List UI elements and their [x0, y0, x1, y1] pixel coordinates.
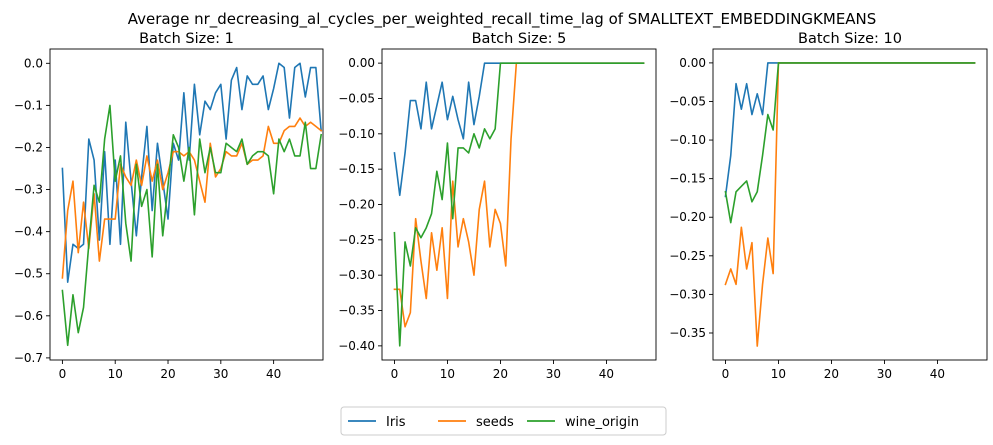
x-tick-label: 20 [824, 367, 839, 381]
y-tick-label: −0.15 [338, 162, 375, 176]
y-tick-label: −0.30 [338, 268, 375, 282]
y-tick-label: −0.1 [14, 98, 43, 112]
series-line-iris [61, 62, 323, 283]
x-tick-label: 0 [391, 367, 399, 381]
x-tick-label: 20 [493, 367, 508, 381]
figure-title: Average nr_decreasing_al_cycles_per_weig… [128, 10, 877, 29]
subplot-title: Batch Size: 5 [472, 31, 567, 47]
y-tick-label: −0.20 [669, 210, 706, 224]
y-tick-label: −0.20 [338, 198, 375, 212]
y-tick-label: −0.05 [338, 91, 375, 105]
y-tick-label: −0.15 [669, 172, 706, 186]
x-tick-label: 40 [266, 367, 281, 381]
subplot-1: Batch Size: 1 0 10 20 30 40 0.0 −0.1 −0.2 −0.3 −0.… [14, 31, 324, 381]
subplot-title: Batch Size: 1 [139, 31, 234, 47]
y-tick-label: −0.6 [14, 309, 43, 323]
series-line-wine-origin [393, 62, 645, 347]
y-tick-label: −0.30 [669, 287, 706, 301]
series-line-seeds [393, 62, 645, 328]
subplot-title: Batch Size: 10 [798, 31, 902, 47]
y-tick-label: −0.25 [338, 233, 375, 247]
x-tick-label: 30 [546, 367, 561, 381]
subplots: Batch Size: 10 10 20 30 400.0−0.1−0.2−0.3−0.… [14, 31, 988, 381]
x-tick-label: 40 [930, 367, 945, 381]
legend-label: wine_origin [565, 415, 639, 430]
x-tick-label: 40 [599, 367, 614, 381]
subplot-3: Batch Size: 10 0 10 20 30 40 0.00 −0.05 −0.10 −0.… [669, 31, 988, 381]
y-tick-label: −0.4 [14, 225, 43, 239]
axes-frame [49, 48, 324, 361]
x-tick-label: 30 [213, 367, 228, 381]
y-tick-label: −0.35 [669, 326, 706, 340]
y-tick-label: −0.2 [14, 140, 43, 154]
axes-frame [381, 48, 657, 361]
y-tick-label: 0.00 [348, 56, 375, 70]
legend: Iris seeds wine_origin [340, 406, 667, 436]
y-tick-label: −0.10 [669, 133, 706, 147]
legend-label: Iris [386, 415, 406, 430]
y-tick-label: −0.3 [14, 183, 43, 197]
legend-frame [340, 406, 667, 436]
x-tick-label: 10 [771, 367, 786, 381]
axes-frame [712, 48, 988, 361]
y-tick-label: 0.00 [679, 56, 706, 70]
y-tick-label: −0.10 [338, 127, 375, 141]
x-tick-label: 0 [722, 367, 730, 381]
series-line-iris [393, 62, 645, 197]
y-tick-label: −0.05 [669, 94, 706, 108]
y-tick-label: −0.35 [338, 304, 375, 318]
x-tick-label: 30 [877, 367, 892, 381]
series-line-iris [724, 62, 976, 198]
y-tick-label: −0.25 [669, 249, 706, 263]
x-tick-label: 10 [440, 367, 455, 381]
y-tick-label: −0.40 [338, 339, 375, 353]
y-tick-label: −0.5 [14, 267, 43, 281]
legend-label: seeds [476, 415, 514, 430]
x-tick-label: 10 [108, 367, 123, 381]
y-tick-label: 0.0 [24, 56, 43, 70]
x-tick-label: 0 [59, 367, 67, 381]
series-line-wine-origin [724, 62, 976, 224]
x-tick-label: 20 [160, 367, 175, 381]
series-line-wine-origin [61, 104, 323, 347]
subplot-2: Batch Size: 5 0 10 20 30 40 0.00 −0.05 −0.10 −0.1… [338, 31, 657, 381]
y-tick-label: −0.7 [14, 351, 43, 365]
